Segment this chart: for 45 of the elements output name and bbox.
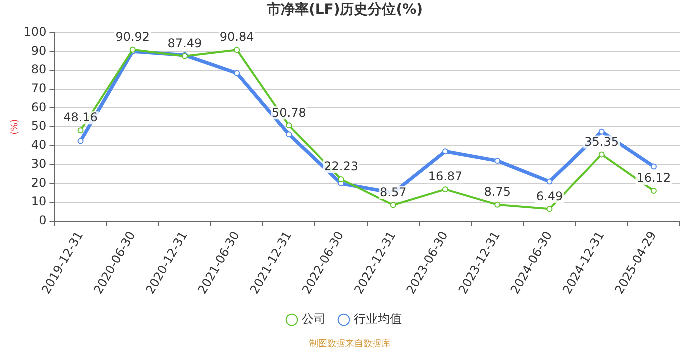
point	[650, 188, 657, 194]
legend-label: 行业均值	[354, 312, 402, 326]
point	[598, 152, 605, 158]
data-label: 22.23	[324, 160, 358, 174]
point	[286, 132, 292, 138]
y-tick-label: 30	[31, 156, 47, 171]
data-label: 16.12	[636, 171, 672, 186]
point	[494, 202, 501, 208]
point	[286, 122, 292, 129]
y-axis-title: (%)	[10, 119, 21, 135]
y-tick-label: 0	[39, 214, 47, 228]
y-tick-label: 70	[31, 82, 47, 96]
data-label: 8.75	[484, 185, 511, 200]
data-label: 6.49	[536, 189, 564, 204]
point	[78, 128, 84, 134]
y-tick-label: 100	[24, 24, 47, 39]
point	[650, 164, 657, 170]
y-tick-label: 50	[31, 119, 47, 134]
y-tick-label: 40	[31, 138, 47, 152]
point	[390, 202, 396, 208]
y-tick-label: 10	[31, 194, 47, 209]
legend-label: 公司	[302, 312, 326, 326]
data-label: 90.92	[116, 30, 150, 44]
point	[78, 138, 84, 144]
point	[234, 47, 240, 54]
y-tick-label: 20	[31, 176, 47, 190]
y-tick-label: 60	[31, 100, 47, 114]
point	[546, 178, 553, 185]
point	[338, 176, 344, 182]
data-label: 35.35	[584, 134, 620, 149]
point	[442, 148, 449, 155]
chart-title: 市净率(LF)历史分位(%)	[266, 1, 424, 18]
data-label: 50.78	[272, 106, 306, 120]
data-label: 87.49	[168, 36, 202, 51]
point	[234, 70, 240, 76]
data-label: 90.84	[220, 30, 254, 44]
y-tick-label: 80	[31, 62, 47, 77]
point	[442, 186, 449, 193]
point	[546, 206, 553, 212]
data-label: 48.16	[64, 110, 98, 125]
y-tick-label: 90	[31, 44, 47, 58]
text: 制图数据来自数据库	[310, 338, 390, 350]
point	[598, 128, 605, 135]
point	[494, 158, 501, 164]
data-label: 16.87	[428, 170, 463, 184]
